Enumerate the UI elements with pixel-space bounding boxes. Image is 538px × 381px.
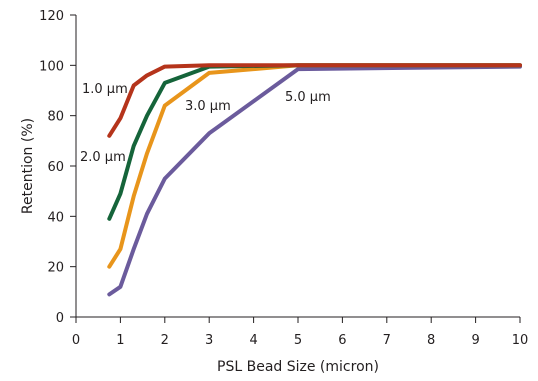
x-tick-label: 9 [471, 333, 479, 348]
y-tick-label: 0 [56, 311, 64, 326]
y-axis-title: Retention (%) [20, 118, 36, 214]
series-group [107, 63, 522, 297]
series-labels: 1.0 µm 2.0 µm 3.0 µm 5.0 µm [80, 82, 331, 165]
y-tick-label: 120 [39, 9, 64, 24]
series-label: 3.0 µm [185, 99, 231, 114]
series-label: 5.0 µm [285, 90, 331, 105]
x-tick-label: 4 [249, 333, 257, 348]
y-tick-label: 20 [47, 261, 64, 276]
x-tick-label: 1 [116, 333, 124, 348]
y-tick-label: 40 [47, 210, 64, 225]
series-line-2-0-m [107, 63, 522, 221]
series-line-1-0-m [107, 63, 522, 138]
y-ticks: 0 20 40 60 80 100 120 [39, 9, 76, 326]
x-axis-title: PSL Bead Size (micron) [217, 359, 379, 375]
series-line-5-0-m [107, 64, 522, 297]
x-tick-label: 6 [338, 333, 346, 348]
x-tick-label: 8 [427, 333, 435, 348]
y-tick-label: 80 [47, 110, 64, 125]
series-label: 2.0 µm [80, 150, 126, 165]
x-tick-label: 10 [512, 333, 529, 348]
x-ticks: 0 1 2 3 4 5 6 7 8 9 10 [72, 317, 528, 348]
y-tick-label: 60 [47, 160, 64, 175]
x-tick-label: 3 [205, 333, 213, 348]
x-tick-label: 5 [294, 333, 302, 348]
y-tick-label: 100 [39, 59, 64, 74]
series-label: 1.0 µm [82, 82, 128, 97]
x-tick-label: 7 [383, 333, 391, 348]
x-tick-label: 2 [161, 333, 169, 348]
x-tick-label: 0 [72, 333, 80, 348]
